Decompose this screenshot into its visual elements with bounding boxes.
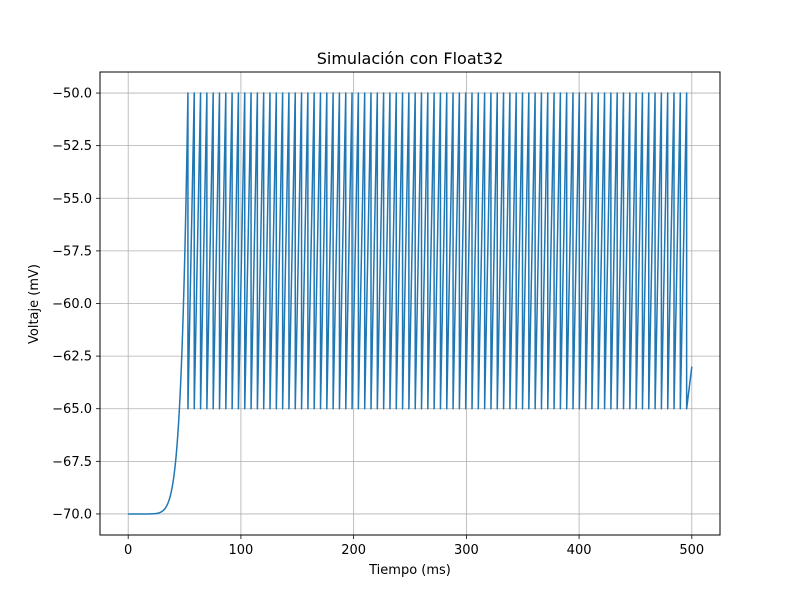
x-tick-label: 100: [228, 543, 253, 558]
y-tick-label: −60.0: [52, 297, 92, 312]
y-tick-label: −65.0: [52, 402, 92, 417]
y-tick-label: −70.0: [52, 507, 92, 522]
y-axis-label: Voltaje (mV): [27, 264, 42, 344]
x-tick-label: 0: [124, 543, 132, 558]
x-tick-label: 400: [567, 543, 592, 558]
x-axis-label: Tiempo (ms): [368, 563, 451, 578]
ticks: 0 100 200 300 400 500 −70.0 −67.5 −65.0 −62.5 −60.…: [52, 87, 704, 558]
series-line: [128, 92, 693, 515]
y-tick-label: −50.0: [52, 87, 92, 102]
y-tick-label: −62.5: [52, 350, 92, 365]
chart-title: Simulación con Float32: [317, 49, 504, 68]
x-tick-label: 200: [341, 543, 366, 558]
y-tick-label: −55.0: [52, 192, 92, 207]
x-tick-label: 500: [679, 543, 704, 558]
y-tick-label: −67.5: [52, 455, 92, 470]
x-tick-label: 300: [454, 543, 479, 558]
y-tick-label: −52.5: [52, 139, 92, 154]
y-tick-label: −57.5: [52, 244, 92, 259]
